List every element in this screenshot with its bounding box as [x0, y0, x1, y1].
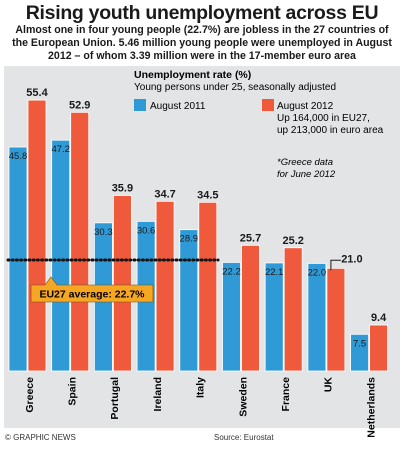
- category-label: Italy: [195, 377, 207, 398]
- average-label: EU27 average: 22.7%: [39, 288, 145, 300]
- chart-subheading: Young persons under 25, seasonally adjus…: [134, 82, 336, 93]
- chart-heading: Unemployment rate (%): [134, 69, 251, 81]
- legend-swatch-2011: [134, 99, 146, 111]
- bar-2012: [198, 201, 218, 372]
- value-label-2011: 28.9: [180, 234, 199, 245]
- bar-2012: [155, 200, 175, 372]
- legend-swatch-2012: [262, 99, 274, 111]
- value-label-2011: 30.6: [137, 225, 156, 236]
- legend-label-2011: August 2011: [150, 101, 206, 112]
- category-label: Ireland: [152, 377, 164, 411]
- bar-2011: [222, 262, 241, 372]
- footnote-line: for June 2012: [277, 169, 336, 180]
- value-label-2011: 45.8: [9, 151, 28, 162]
- legend-note-line: Up 164,000 in EU27,: [277, 113, 370, 124]
- value-label-2012: 35.9: [112, 182, 133, 194]
- value-label-2012: 9.4: [371, 312, 387, 324]
- category-label: Greece: [24, 377, 36, 413]
- value-label-2012: 34.5: [197, 189, 218, 201]
- value-label-2011: 22.2: [222, 266, 241, 277]
- category-label: Portugal: [109, 377, 121, 420]
- bar-2011: [350, 333, 370, 372]
- value-label-2012: 25.2: [282, 235, 303, 247]
- value-label-2012: 34.7: [154, 188, 175, 200]
- bar-2012: [70, 111, 90, 372]
- source-text: Source: Eurostat: [214, 433, 274, 442]
- bar-2011: [179, 229, 199, 372]
- value-label-2011: 7.5: [353, 338, 366, 349]
- value-label-2012: 55.4: [26, 87, 48, 99]
- average-label-box: [30, 276, 154, 303]
- bar-2012: [113, 195, 132, 372]
- category-label: France: [280, 377, 292, 412]
- value-label-2011: 22.0: [308, 267, 327, 278]
- bar-2011: [307, 263, 327, 372]
- category-label: Netherlands: [365, 377, 377, 438]
- value-label-2012: 25.7: [240, 232, 261, 244]
- chart-title: Rising youth unemployment across EU: [25, 2, 379, 24]
- bar-2012: [27, 99, 47, 372]
- bar-2012: [283, 247, 303, 372]
- category-label: Spain: [66, 377, 78, 406]
- bar-2011: [51, 139, 71, 372]
- value-label-2011: 30.3: [94, 227, 113, 238]
- chart-subtitle: Almost one in four young people (22.7%) …: [12, 24, 392, 63]
- category-label: UK: [323, 377, 335, 393]
- bar-2012: [241, 244, 260, 372]
- bar-2012: [326, 267, 346, 372]
- value-label-2012: 21.0: [341, 253, 362, 265]
- bar-2012: [369, 324, 389, 372]
- category-label: Sweden: [237, 377, 249, 417]
- legend-note-line: up 213,000 in euro area: [277, 125, 384, 136]
- bar-2011: [264, 262, 284, 372]
- legend-label-2012: August 2012: [277, 101, 334, 112]
- credit-text: © GRAPHIC NEWS: [5, 433, 76, 442]
- value-label-2012: 52.9: [69, 99, 90, 111]
- value-label-2011: 22.1: [265, 267, 284, 278]
- uk-label-connector: [330, 259, 341, 271]
- footnote-line: *Greece data: [277, 157, 333, 168]
- value-label-2011: 47.2: [51, 144, 70, 155]
